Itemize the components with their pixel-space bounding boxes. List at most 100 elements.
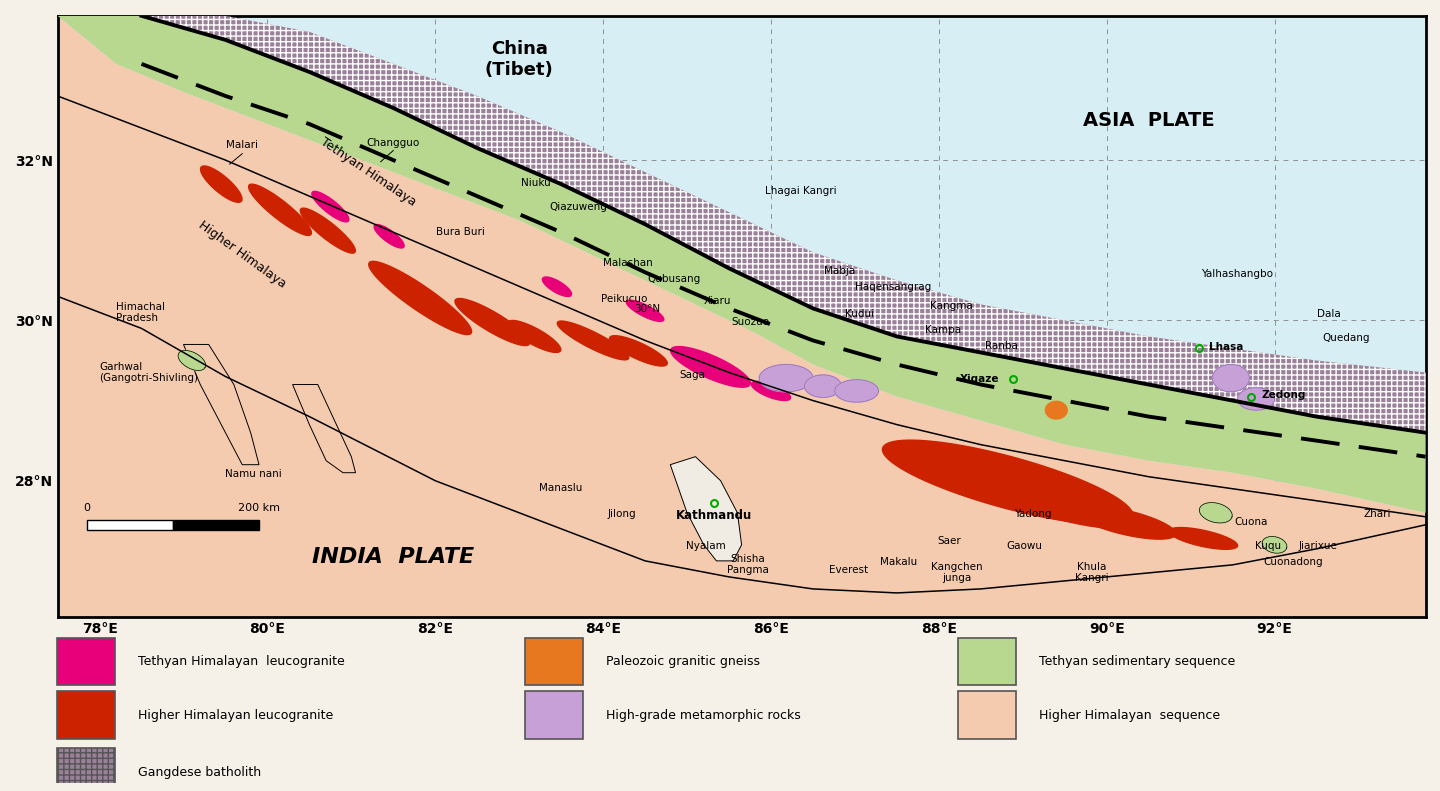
Text: Saer: Saer xyxy=(937,536,960,547)
Bar xyxy=(86,520,173,530)
Text: Tethyan sedimentary sequence: Tethyan sedimentary sequence xyxy=(1038,655,1236,668)
Polygon shape xyxy=(58,16,1426,513)
Text: Zedong: Zedong xyxy=(1261,390,1306,400)
Bar xyxy=(524,691,583,739)
Text: INDIA  PLATE: INDIA PLATE xyxy=(312,547,474,567)
Polygon shape xyxy=(999,484,1133,528)
Text: Zhari: Zhari xyxy=(1364,509,1391,519)
Text: Bura Buri: Bura Buri xyxy=(436,227,485,237)
Text: Cuonadong: Cuonadong xyxy=(1263,558,1323,567)
Polygon shape xyxy=(626,300,664,321)
Text: Gangdese batholith: Gangdese batholith xyxy=(138,766,261,778)
Text: Shisha
Pangma: Shisha Pangma xyxy=(727,554,769,575)
Text: Kuqu: Kuqu xyxy=(1254,541,1282,551)
Text: Quedang: Quedang xyxy=(1322,333,1369,343)
Text: Malari: Malari xyxy=(226,141,258,150)
Text: Jilong: Jilong xyxy=(608,509,636,519)
Polygon shape xyxy=(369,261,472,335)
Polygon shape xyxy=(1169,528,1237,549)
Text: Manaslu: Manaslu xyxy=(540,483,583,493)
Polygon shape xyxy=(543,277,572,297)
Text: Yalhashangbo: Yalhashangbo xyxy=(1201,269,1273,278)
Polygon shape xyxy=(249,184,311,236)
Text: Lhagai Kangri: Lhagai Kangri xyxy=(765,186,837,196)
Text: Mabja: Mabja xyxy=(824,267,855,276)
Polygon shape xyxy=(609,335,667,366)
Bar xyxy=(56,691,115,739)
Polygon shape xyxy=(179,350,206,370)
Text: 200 km: 200 km xyxy=(238,503,279,513)
Polygon shape xyxy=(670,456,742,561)
Text: Yadong: Yadong xyxy=(1014,509,1051,519)
Text: Dala: Dala xyxy=(1318,308,1341,319)
Text: High-grade metamorphic rocks: High-grade metamorphic rocks xyxy=(606,709,801,721)
Text: Higher Himalayan leucogranite: Higher Himalayan leucogranite xyxy=(138,709,333,721)
Text: Lhasa: Lhasa xyxy=(1210,342,1244,352)
Text: 30°N: 30°N xyxy=(634,304,660,314)
Text: Xigaze: Xigaze xyxy=(960,374,999,384)
Text: Suozuo: Suozuo xyxy=(732,317,769,327)
Text: Higher Himalaya: Higher Himalaya xyxy=(196,218,288,291)
Polygon shape xyxy=(455,298,530,346)
Text: Himachal
Pradesh: Himachal Pradesh xyxy=(117,301,166,324)
Polygon shape xyxy=(200,166,242,202)
Text: Changguo: Changguo xyxy=(367,138,420,148)
Polygon shape xyxy=(835,380,878,402)
Bar xyxy=(173,520,259,530)
Polygon shape xyxy=(805,375,841,397)
Polygon shape xyxy=(58,16,1426,617)
Polygon shape xyxy=(312,191,348,221)
Text: Gaowu: Gaowu xyxy=(1007,541,1043,551)
Text: Paleozoic granitic gneiss: Paleozoic granitic gneiss xyxy=(606,655,760,668)
Text: Everest: Everest xyxy=(828,566,868,575)
Text: Niuku: Niuku xyxy=(521,178,552,188)
Text: Peikucuo: Peikucuo xyxy=(600,294,648,305)
Text: Haqensangrag: Haqensangrag xyxy=(854,282,930,293)
Text: Kathmandu: Kathmandu xyxy=(675,509,752,522)
Polygon shape xyxy=(1200,502,1233,523)
Polygon shape xyxy=(1237,388,1274,411)
Text: China
(Tibet): China (Tibet) xyxy=(485,40,553,78)
Text: Khula
Kangri: Khula Kangri xyxy=(1074,562,1109,583)
Text: Namu nani: Namu nani xyxy=(226,469,282,479)
Polygon shape xyxy=(671,346,750,388)
Polygon shape xyxy=(292,384,356,473)
Polygon shape xyxy=(1212,365,1250,392)
Bar xyxy=(958,691,1017,739)
Polygon shape xyxy=(883,440,1133,524)
Text: Jiarixue: Jiarixue xyxy=(1299,541,1338,551)
Polygon shape xyxy=(557,321,629,360)
Text: Nyalam: Nyalam xyxy=(685,541,726,551)
Text: Higher Himalayan  sequence: Higher Himalayan sequence xyxy=(1038,709,1220,721)
Text: Qubusang: Qubusang xyxy=(648,274,701,284)
Text: Qiazuweng: Qiazuweng xyxy=(549,202,606,212)
Text: Kangchen
junga: Kangchen junga xyxy=(932,562,984,583)
Text: Kudui: Kudui xyxy=(844,308,874,319)
Polygon shape xyxy=(508,320,560,353)
Text: Saga: Saga xyxy=(680,370,706,380)
Text: Tethyan Himalaya: Tethyan Himalaya xyxy=(318,135,418,209)
Polygon shape xyxy=(374,225,405,248)
Polygon shape xyxy=(1045,401,1067,419)
Text: Xiaru: Xiaru xyxy=(704,296,732,306)
Text: Makalu: Makalu xyxy=(880,558,917,567)
Polygon shape xyxy=(759,365,814,392)
Polygon shape xyxy=(301,208,356,253)
Text: Kampa: Kampa xyxy=(924,325,960,335)
Bar xyxy=(56,748,115,791)
Text: Tethyan Himalayan  leucogranite: Tethyan Himalayan leucogranite xyxy=(138,655,344,668)
Text: Cuona: Cuona xyxy=(1234,517,1267,528)
Polygon shape xyxy=(1074,505,1175,539)
Text: Ranba: Ranba xyxy=(985,341,1018,351)
Text: Malashan: Malashan xyxy=(603,259,654,268)
Bar xyxy=(524,638,583,685)
Polygon shape xyxy=(183,344,259,464)
Polygon shape xyxy=(752,381,791,400)
Bar xyxy=(958,638,1017,685)
Polygon shape xyxy=(1263,536,1287,553)
Text: 0: 0 xyxy=(84,503,91,513)
Bar xyxy=(56,638,115,685)
Text: Garhwal
(Gangotri-Shivling): Garhwal (Gangotri-Shivling) xyxy=(99,361,199,384)
Text: Kangma: Kangma xyxy=(930,301,973,311)
Text: ASIA  PLATE: ASIA PLATE xyxy=(1083,111,1214,130)
